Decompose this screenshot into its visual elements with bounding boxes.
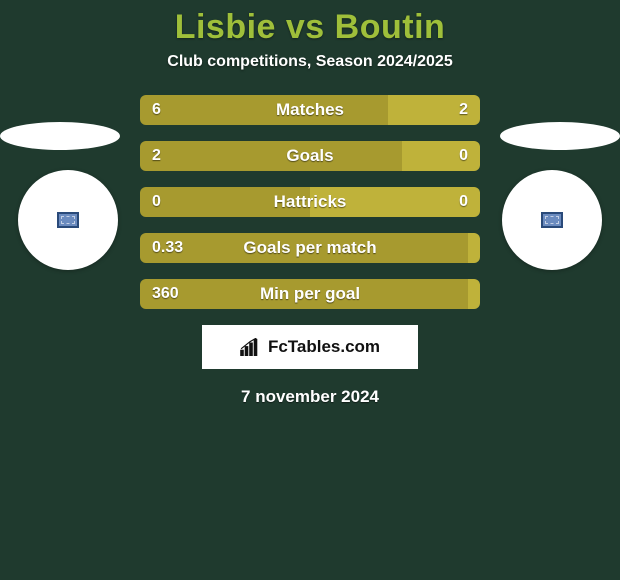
content-wrap: Lisbie vs Boutin Club competitions, Seas… — [0, 0, 620, 407]
right-player-badge — [502, 170, 602, 270]
comparison-bars: 62Matches20Goals00Hattricks0.33Goals per… — [140, 95, 480, 309]
stat-row: 00Hattricks — [140, 187, 480, 217]
stat-bar-right — [468, 233, 480, 263]
stat-value-left: 360 — [152, 285, 179, 303]
left-player-ellipse — [0, 122, 120, 150]
date-text: 7 november 2024 — [0, 387, 620, 407]
stat-bar-right: 0 — [310, 187, 480, 217]
stat-bar-left: 6 — [140, 95, 388, 125]
flag-icon — [541, 212, 563, 228]
stat-row: 0.33Goals per match — [140, 233, 480, 263]
stat-value-left: 0 — [152, 193, 161, 211]
stat-value-left: 6 — [152, 101, 161, 119]
subtitle: Club competitions, Season 2024/2025 — [0, 53, 620, 71]
stat-value-right: 0 — [459, 147, 468, 165]
flag-icon — [57, 212, 79, 228]
stat-bar-left: 0.33 — [140, 233, 468, 263]
left-player-badge — [18, 170, 118, 270]
stat-bar-left: 360 — [140, 279, 468, 309]
stat-value-right: 2 — [459, 101, 468, 119]
stat-bar-left: 0 — [140, 187, 310, 217]
stat-bar-right — [468, 279, 480, 309]
stat-row: 20Goals — [140, 141, 480, 171]
stat-row: 360Min per goal — [140, 279, 480, 309]
brand-box: FcTables.com — [202, 325, 418, 369]
stat-bar-right: 2 — [388, 95, 480, 125]
stat-value-left: 0.33 — [152, 239, 183, 257]
stat-bar-left: 2 — [140, 141, 402, 171]
page-title: Lisbie vs Boutin — [0, 8, 620, 47]
stat-value-right: 0 — [459, 193, 468, 211]
right-player-ellipse — [500, 122, 620, 150]
stat-bar-right: 0 — [402, 141, 480, 171]
brand-text: FcTables.com — [268, 337, 380, 357]
brand-chart-icon — [240, 338, 262, 356]
stat-value-left: 2 — [152, 147, 161, 165]
stat-row: 62Matches — [140, 95, 480, 125]
